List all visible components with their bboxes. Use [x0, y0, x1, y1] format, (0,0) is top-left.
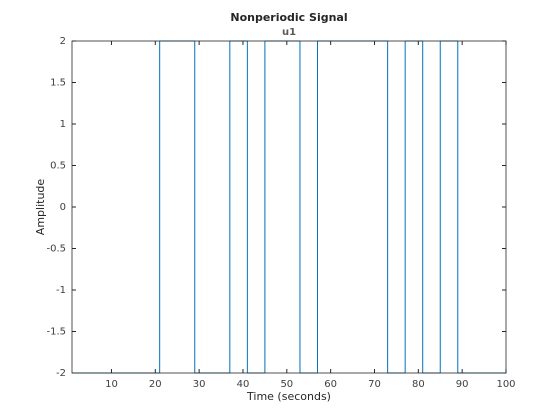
x-tick-label: 70 — [368, 379, 381, 390]
x-tick-label: 10 — [105, 379, 118, 390]
y-tick-label: -0.5 — [46, 244, 66, 255]
x-tick-label: 30 — [193, 379, 206, 390]
x-tick-label: 60 — [324, 379, 337, 390]
x-tick-label: 50 — [280, 379, 293, 390]
x-tick-label: 40 — [237, 379, 250, 390]
y-tick-label: 0 — [60, 202, 66, 213]
y-tick-label: 1 — [60, 119, 66, 130]
y-tick-label: 1.5 — [50, 78, 66, 89]
x-tick-label: 80 — [412, 379, 425, 390]
y-tick-label: -1 — [56, 285, 66, 296]
chart-title: Nonperiodic Signal — [230, 11, 347, 24]
x-tick-label: 20 — [149, 379, 162, 390]
y-tick-label: -1.5 — [46, 327, 66, 338]
x-tick-label: 100 — [496, 379, 515, 390]
y-tick-label: 0.5 — [50, 161, 66, 172]
x-tick-label: 90 — [456, 379, 469, 390]
x-axis-label: Time (seconds) — [246, 390, 331, 403]
axes-box — [71, 40, 507, 374]
y-axis-label: Amplitude — [34, 179, 47, 236]
chart-subtitle: u1 — [282, 27, 296, 38]
y-tick-label: 2 — [60, 36, 66, 47]
y-tick-label: -2 — [56, 368, 66, 379]
